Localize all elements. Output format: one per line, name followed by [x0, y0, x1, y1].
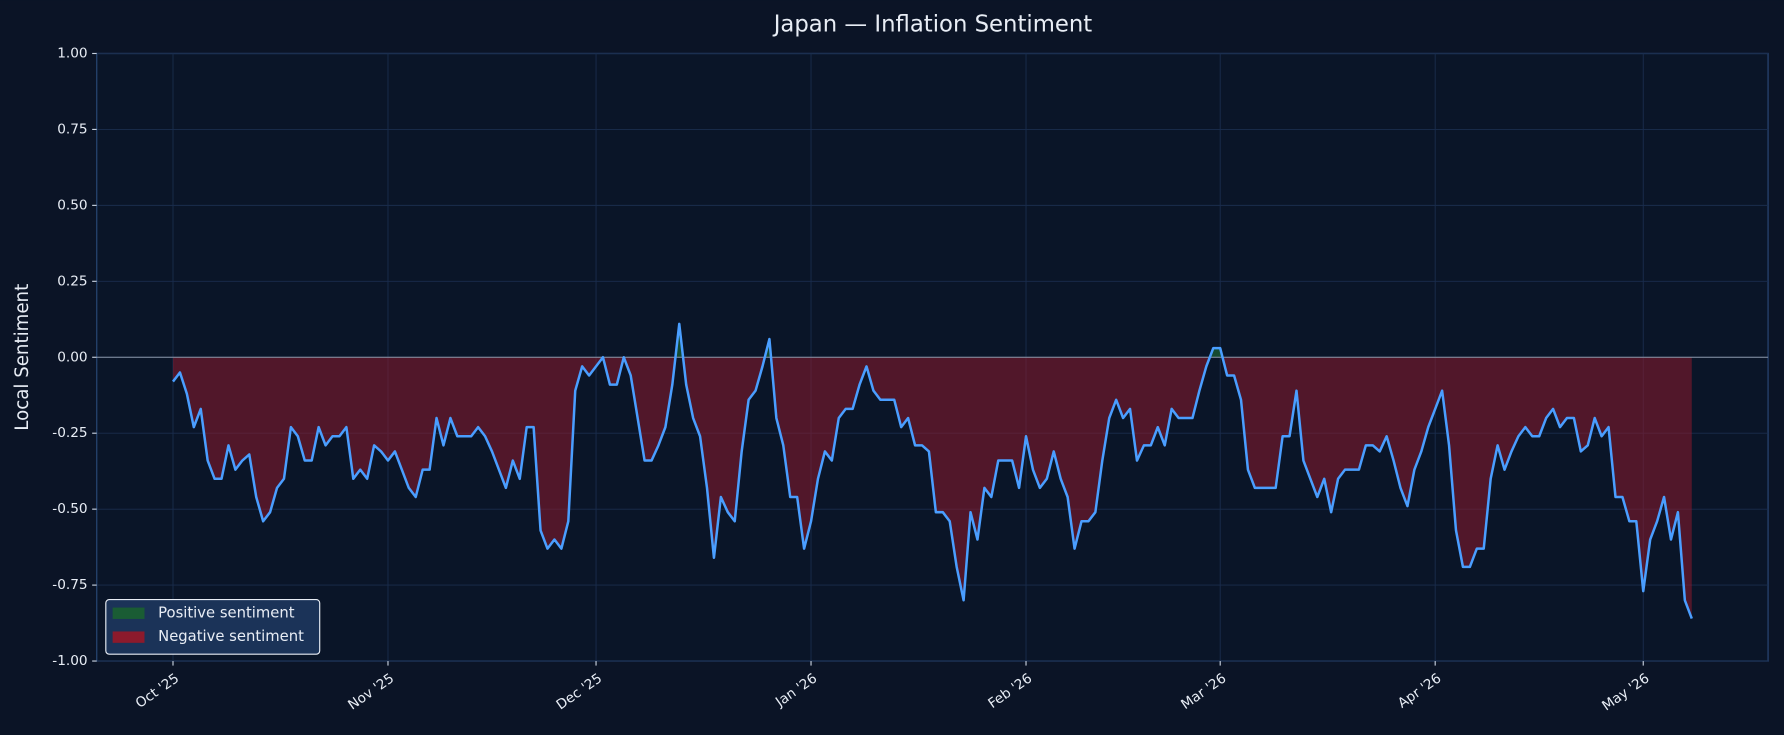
y-tick-label: -0.25 — [52, 425, 87, 441]
y-tick-label: -0.75 — [52, 577, 87, 593]
negative-area — [172, 357, 1692, 619]
legend-swatch — [112, 607, 145, 619]
y-tick-label: 0.00 — [57, 349, 87, 365]
y-tick-label: 0.50 — [57, 197, 87, 213]
legend: Positive sentiment Negative sentiment — [105, 599, 321, 655]
sentiment-line — [171, 322, 1693, 619]
legend-box — [105, 599, 321, 655]
y-tick-label: 0.25 — [57, 273, 87, 289]
legend-label: Negative sentiment — [158, 628, 304, 645]
y-axis-label: Local Sentiment — [12, 284, 33, 431]
y-tick-label: 1.00 — [57, 45, 87, 61]
y-tick-label: 0.75 — [57, 121, 87, 137]
chart-title: Japan — Inflation Sentiment — [772, 12, 1093, 38]
y-tick-label: -0.50 — [52, 501, 87, 517]
y-tick-label: -1.00 — [52, 653, 87, 669]
legend-label: Positive sentiment — [158, 604, 295, 621]
legend-swatch — [112, 631, 145, 643]
